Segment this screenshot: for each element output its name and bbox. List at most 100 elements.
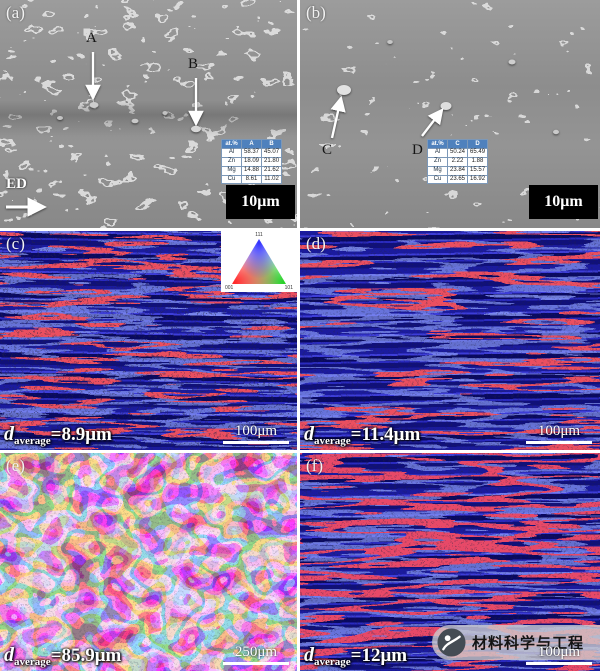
particle-blob <box>508 59 516 65</box>
eds-value-cell: 2.22 <box>446 156 469 167</box>
average-grain-size: daverage=11.4μm <box>304 423 420 447</box>
eds-element-cell: Mg <box>221 165 242 176</box>
sem-texture <box>0 0 297 228</box>
table-row: Cu 23.65 16.92 <box>427 174 489 185</box>
eds-element-cell: Zn <box>427 156 448 167</box>
particle-blob <box>337 85 351 95</box>
texture-layer <box>300 231 600 450</box>
eds-value-cell: 15.57 <box>467 165 489 176</box>
eds-element-cell: Cu <box>427 174 448 185</box>
d-subscript: average <box>14 656 51 668</box>
scale-line <box>223 662 289 665</box>
panel-b-sem-micrograph: (b) C D at.% C D Al 50.24 65.49 Zn 2.22 1.88… <box>300 0 600 228</box>
d-symbol: d <box>304 422 314 445</box>
eds-table-b: at.% C D Al 50.24 65.49 Zn 2.22 1.88 Mg 23.84… <box>427 139 489 185</box>
panel-label: (d) <box>306 234 326 253</box>
eds-header-cell: D <box>467 139 489 149</box>
eds-value-cell: 14.88 <box>240 165 263 176</box>
table-row: Zn 18.09 21.80 <box>221 156 283 167</box>
watermark-logo-icon <box>437 628 466 657</box>
scale-bar: 100μm <box>526 643 592 665</box>
eds-value-cell: 21.62 <box>261 165 283 176</box>
d-symbol: d <box>304 643 314 666</box>
eds-value-cell: 23.84 <box>446 165 469 176</box>
grain-size-value: =85.9μm <box>50 644 122 666</box>
particle-blob <box>553 129 559 135</box>
scale-label: 10μm <box>544 193 583 210</box>
d-subscript: average <box>14 435 51 447</box>
particle-blob <box>162 111 168 115</box>
panel-label: (c) <box>6 234 25 253</box>
scale-label: 10μm <box>241 193 280 210</box>
scale-bar: 100μm <box>223 422 289 444</box>
scale-bar: 100μm <box>526 422 592 444</box>
eds-element-cell: Mg <box>427 165 448 176</box>
grain-size-value: =12μm <box>350 644 408 666</box>
table-row: Mg 23.84 15.57 <box>427 165 489 176</box>
average-grain-size: daverage=85.9μm <box>4 644 121 668</box>
watermark: 材料科学与工程 <box>431 625 600 660</box>
stringer-band <box>0 100 297 137</box>
ipf-color-key: 111 001 101 <box>221 231 297 292</box>
panel-e-ebsd-map: (e) daverage=85.9μm 250μm <box>0 453 297 671</box>
scale-bar: 10μm <box>529 185 598 219</box>
ed-axis-label: ED <box>6 176 27 192</box>
panel-label: (a) <box>6 3 25 22</box>
particle-blob <box>57 116 63 120</box>
average-grain-size: daverage=12μm <box>304 644 407 668</box>
eds-value-cell: 23.65 <box>446 174 469 185</box>
eds-value-cell: 45.07 <box>261 147 283 158</box>
ipf-triangle <box>232 239 286 284</box>
eds-header-cell: C <box>446 139 469 149</box>
d-symbol: d <box>4 422 14 445</box>
arrow-D <box>421 108 444 137</box>
eds-header-cell: B <box>261 139 283 149</box>
scale-label: 100μm <box>234 423 278 439</box>
table-row: Zn 2.22 1.88 <box>427 156 489 167</box>
average-grain-size: daverage=8.9μm <box>4 423 112 447</box>
particle-blob <box>440 102 452 110</box>
table-row: Al 50.24 65.49 <box>427 147 489 158</box>
eds-header-cell: A <box>240 139 263 149</box>
eds-element-cell: Al <box>221 147 242 158</box>
d-symbol: d <box>4 643 14 666</box>
scale-line <box>223 441 289 444</box>
panel-label: (f) <box>306 456 323 475</box>
eds-table-a: at.% A B Al 58.37 45.07 Zn 18.09 21.80 Mg 14.… <box>221 139 283 185</box>
annotation-arrows <box>330 40 559 139</box>
d-subscript: average <box>314 656 351 668</box>
scale-label: 250μm <box>234 644 278 660</box>
eds-value-cell: 21.80 <box>261 156 283 167</box>
texture-layer <box>0 453 297 671</box>
panel-label: (b) <box>306 3 326 22</box>
table-row: Mg 14.88 21.62 <box>221 165 283 176</box>
table-row: Cu 8.61 11.02 <box>221 174 283 185</box>
marker-label-C: C <box>322 142 333 158</box>
eds-value-cell: 18.09 <box>240 156 263 167</box>
eds-value-cell: 16.92 <box>467 174 489 185</box>
eds-element-cell: Al <box>427 147 448 158</box>
marker-label-A: A <box>86 30 97 46</box>
grain-size-value: =8.9μm <box>50 423 112 445</box>
watermark-text: 材料科学与工程 <box>471 635 584 652</box>
eds-header-cell: at.% <box>221 139 242 149</box>
eds-header-cell: at.% <box>427 139 448 149</box>
annotation-arrows <box>6 52 204 217</box>
arrow-C <box>330 95 346 139</box>
panel-label: (e) <box>6 456 25 475</box>
eds-value-cell: 8.61 <box>240 174 263 185</box>
d-subscript: average <box>314 435 351 447</box>
ipf-label-111: 111 <box>255 232 263 238</box>
scale-line <box>526 441 592 444</box>
ipf-label-001: 001 <box>225 285 234 291</box>
scale-label: 100μm <box>537 423 581 439</box>
scale-line <box>526 662 592 665</box>
panel-d-ebsd-map: (d) daverage=11.4μm 100μm <box>300 231 600 450</box>
particle-blob <box>131 118 139 124</box>
eds-value-cell: 11.02 <box>261 174 283 185</box>
eds-element-cell: Zn <box>221 156 242 167</box>
grain-size-value: =11.4μm <box>350 423 421 445</box>
ebsd-overlay-texture <box>300 231 600 450</box>
eds-value-cell: 50.24 <box>446 147 469 158</box>
